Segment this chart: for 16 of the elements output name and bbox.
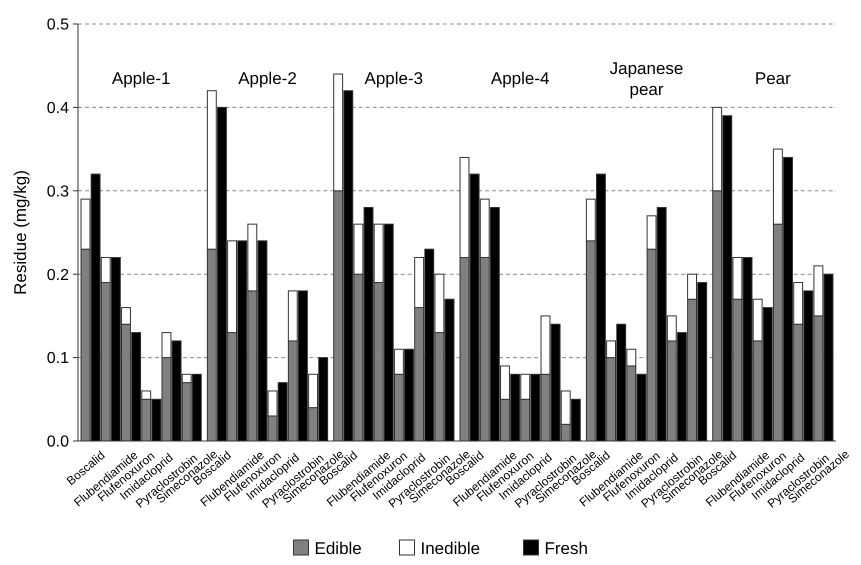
y-tick-label: 0.1 — [46, 350, 70, 368]
y-tick-label: 0.0 — [46, 434, 70, 451]
text: Japanese pear — [610, 59, 684, 99]
legend-label: Fresh — [544, 538, 588, 558]
text: Pear — [754, 69, 792, 88]
y-tick-label: 0.4 — [46, 100, 70, 117]
y-tick-label: 0.3 — [46, 183, 70, 200]
text: Apple-2 — [238, 69, 297, 88]
text: Apple-4 — [490, 69, 550, 88]
legend-label: Inedible — [420, 538, 480, 558]
y-tick-label: 0.5 — [46, 16, 70, 34]
text: Apple-1 — [112, 69, 170, 88]
y-tick-label: 0.2 — [46, 266, 70, 284]
text: Apple-3 — [364, 69, 424, 88]
legend-label: Edible — [314, 538, 362, 558]
y-axis-title: Residue (mg/kg) — [11, 170, 30, 295]
